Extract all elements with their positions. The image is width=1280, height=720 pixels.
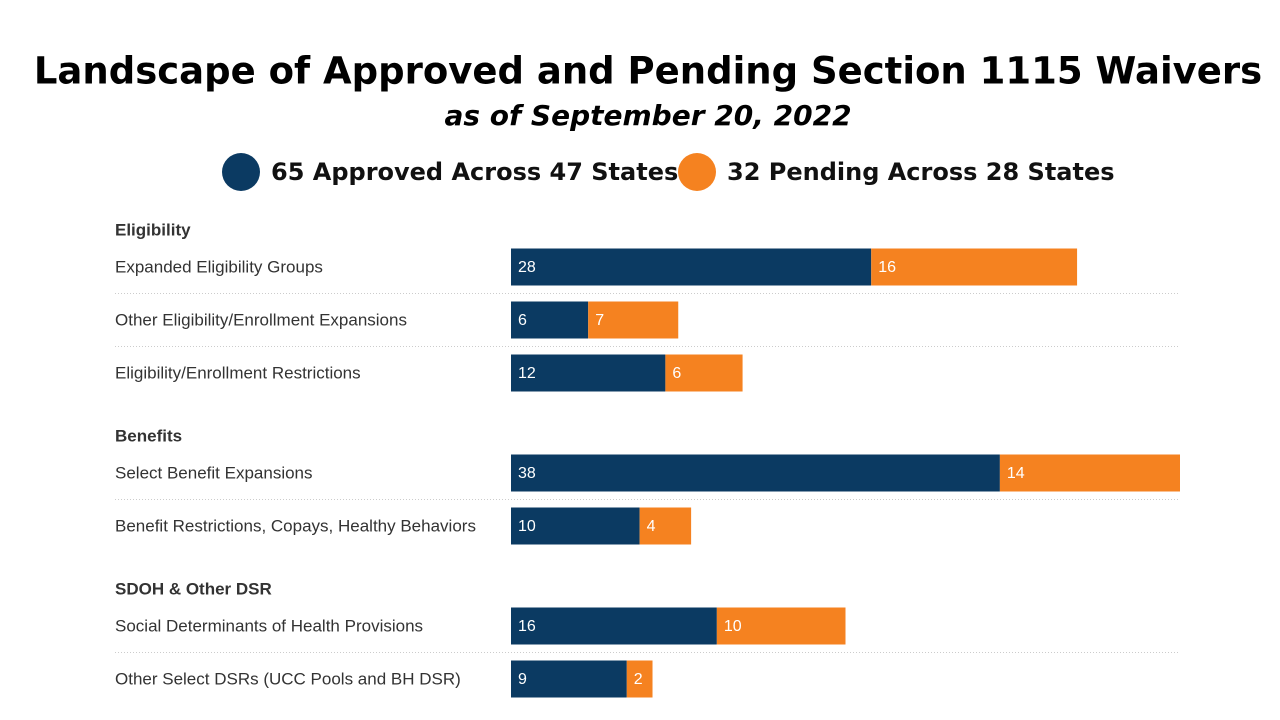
bar-segment <box>511 354 666 392</box>
value-label: 7 <box>595 312 604 329</box>
chart-title: Landscape of Approved and Pending Sectio… <box>34 50 1262 93</box>
bar-segment <box>511 454 1000 492</box>
category-label: Other Eligibility/Enrollment Expansions <box>115 310 407 329</box>
category-label: Select Benefit Expansions <box>115 463 313 482</box>
value-label: 38 <box>518 465 536 482</box>
bar-segment <box>639 507 692 545</box>
bar-segment <box>716 607 846 645</box>
value-label: 16 <box>518 618 536 635</box>
bar-segment <box>511 301 589 339</box>
bar-segment <box>511 660 627 698</box>
legend-label: 32 Pending Across 28 States <box>727 158 1115 186</box>
group-label: Benefits <box>115 426 182 445</box>
group-label: SDOH & Other DSR <box>115 579 272 598</box>
legend-label: 65 Approved Across 47 States <box>271 158 678 186</box>
bar-segment <box>665 354 743 392</box>
value-label: 10 <box>518 518 536 535</box>
value-label: 16 <box>878 259 896 276</box>
value-label: 6 <box>672 365 681 382</box>
value-label: 10 <box>724 618 742 635</box>
value-label: 2 <box>634 671 643 688</box>
value-label: 6 <box>518 312 527 329</box>
category-label: Eligibility/Enrollment Restrictions <box>115 363 361 382</box>
bar-segment <box>626 660 653 698</box>
value-label: 28 <box>518 259 536 276</box>
legend-marker <box>222 153 260 191</box>
bar-segment <box>999 454 1180 492</box>
value-label: 9 <box>518 671 527 688</box>
bar-segment <box>511 248 872 286</box>
category-label: Expanded Eligibility Groups <box>115 257 323 276</box>
bar-segment <box>871 248 1078 286</box>
group-label: Eligibility <box>115 220 191 239</box>
bar-segment <box>511 607 717 645</box>
value-label: 14 <box>1007 465 1025 482</box>
chart-subtitle: as of September 20, 2022 <box>444 99 851 132</box>
legend-marker <box>678 153 716 191</box>
value-label: 12 <box>518 365 536 382</box>
bar-segment <box>511 507 640 545</box>
category-label: Social Determinants of Health Provisions <box>115 616 423 635</box>
bar-segment <box>588 301 679 339</box>
category-label: Other Select DSRs (UCC Pools and BH DSR) <box>115 669 461 688</box>
value-label: 4 <box>647 518 656 535</box>
category-label: Benefit Restrictions, Copays, Healthy Be… <box>115 516 476 535</box>
